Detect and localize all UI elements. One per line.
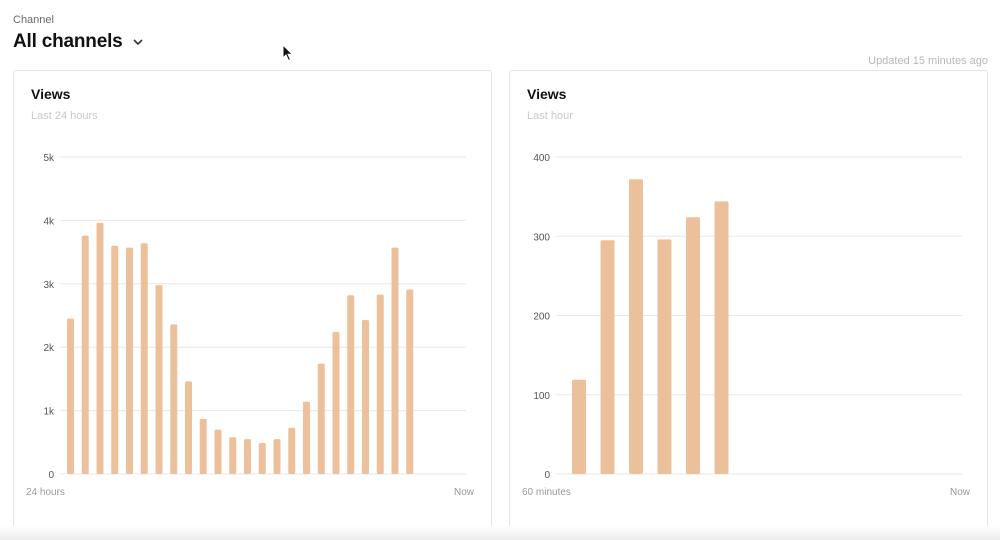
card-subtitle: Last 24 hours [31,110,98,122]
bar[interactable] [199,418,207,474]
y-tick-label: 5k [43,153,55,164]
channel-selected-value: All channels [13,31,123,52]
views-last-hour-chart: 0 100 200 300 400 60 minutes Now [522,153,971,498]
y-tick-label: 100 [533,391,550,402]
bar[interactable] [273,439,281,474]
bar[interactable] [317,363,325,474]
bar[interactable] [572,379,586,474]
y-tick-label: 0 [544,470,550,481]
bar[interactable] [391,247,399,474]
bar[interactable] [67,318,74,474]
bar[interactable] [258,442,266,474]
mouse-cursor-icon [282,43,294,62]
bar[interactable] [140,243,148,474]
y-tick-label: 300 [533,232,550,243]
card-title: Views [31,86,71,102]
views-24h-card: Views Last 24 hours 0 1k 2k 3k 4k 5k 24 hours N… [13,70,492,528]
y-tick-label: 3k [43,280,55,291]
views-last-hour-card: Views Last hour 0 100 200 300 400 60 minutes N… [509,70,988,528]
bar[interactable] [81,235,89,474]
bar[interactable] [214,429,222,474]
bar[interactable] [657,239,672,474]
bar[interactable] [629,179,643,474]
views-24h-chart: 0 1k 2k 3k 4k 5k 24 hours Now [26,153,475,498]
bar[interactable] [406,289,414,474]
bar[interactable] [376,294,384,474]
y-tick-label: 2k [43,343,55,354]
bar[interactable] [126,247,133,474]
bar[interactable] [288,427,296,474]
y-tick-label: 1k [43,407,55,418]
bar[interactable] [347,295,355,474]
updated-timestamp: Updated 15 minutes ago [868,55,988,67]
chevron-down-icon [131,35,145,49]
y-tick-label: 0 [48,470,54,481]
bottom-scroll-edge [0,526,1000,540]
bar[interactable] [96,222,104,474]
card-subtitle: Last hour [527,110,573,122]
x-axis-end-label: Now [950,487,971,498]
y-tick-label: 4k [43,216,55,227]
x-axis-end-label: Now [454,487,475,498]
bar[interactable] [686,217,700,475]
bar[interactable] [332,331,340,474]
bar[interactable] [600,240,615,474]
bar[interactable] [362,319,369,474]
bar[interactable] [229,437,237,474]
y-tick-label: 200 [533,312,550,323]
bar[interactable] [155,285,163,474]
card-title: Views [527,86,567,102]
y-tick-label: 400 [533,153,550,164]
x-axis-start-label: 60 minutes [522,487,571,498]
channel-dropdown[interactable]: All channels [13,31,145,53]
bar[interactable] [185,381,192,474]
bar[interactable] [244,439,251,474]
channel-label: Channel [13,14,54,26]
bar[interactable] [303,401,310,474]
bar[interactable] [170,324,178,474]
bar[interactable] [714,201,729,474]
bar[interactable] [111,245,119,474]
x-axis-start-label: 24 hours [26,487,65,498]
